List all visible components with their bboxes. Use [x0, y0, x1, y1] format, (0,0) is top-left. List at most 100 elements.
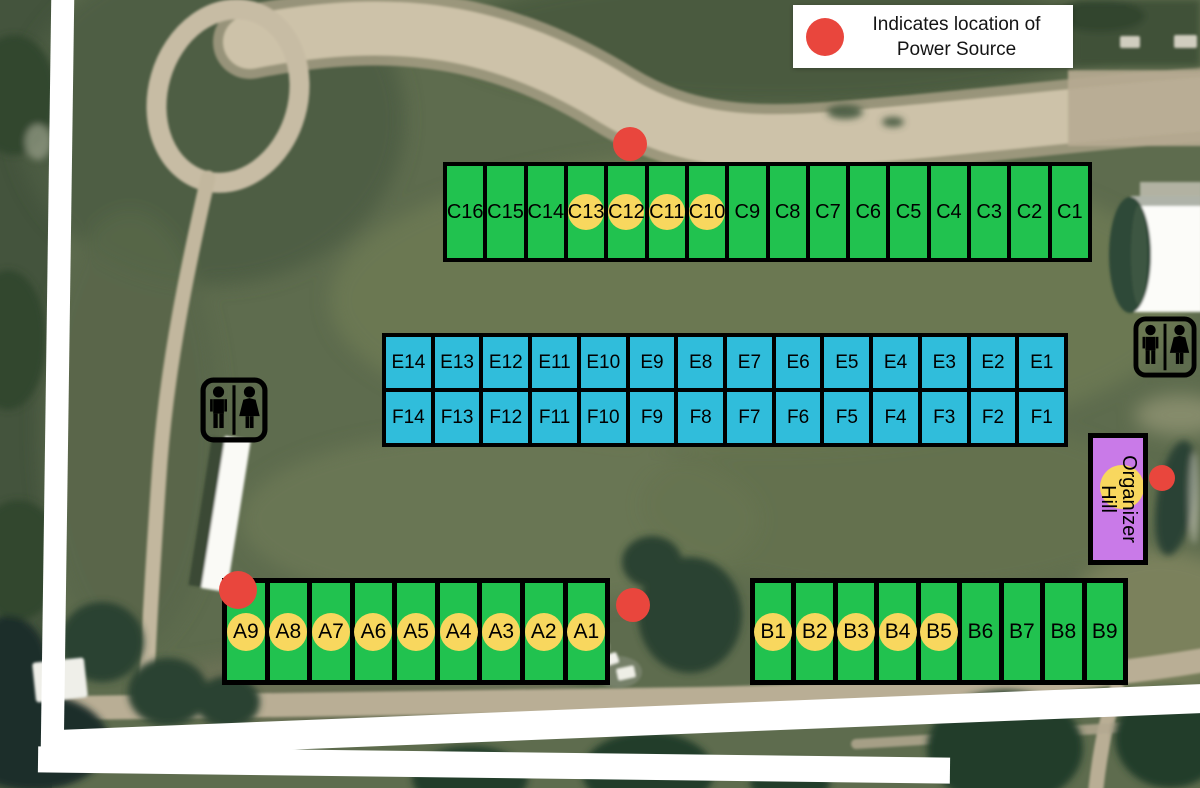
stall-label: B9 — [1091, 619, 1118, 643]
stall-label: B5 — [926, 619, 952, 643]
stall-label: C15 — [487, 200, 524, 223]
power-source-marker — [1149, 465, 1175, 491]
stall-label: F3 — [933, 406, 956, 428]
stall-row-b: B1 B2 B3 B4 B5 B6 B7 B8 B9 — [750, 578, 1128, 685]
stall-a1: A1 — [567, 583, 606, 680]
stall-label: F1 — [1030, 406, 1053, 428]
power-legend-text: Indicates location of Power Source — [844, 12, 1073, 62]
stall-e10: E10 — [580, 337, 630, 388]
stall-label: C2 — [1016, 200, 1043, 223]
stall-label: F11 — [538, 406, 571, 428]
stall-label: E11 — [538, 351, 571, 373]
stall-a4: A4 — [439, 583, 483, 680]
stall-f3: F3 — [921, 392, 971, 443]
stall-label: C6 — [855, 200, 882, 223]
stall-e8: E8 — [678, 337, 728, 388]
stall-label: E6 — [786, 351, 810, 373]
stall-c13: C13 — [567, 166, 609, 258]
stall-f4: F4 — [873, 392, 922, 443]
stall-c11: C11 — [648, 166, 689, 258]
stall-f7: F7 — [727, 392, 776, 443]
stall-c10: C10 — [688, 166, 730, 258]
stall-c2: C2 — [1011, 166, 1052, 258]
stall-strip-row: C16 C15 C14 C13 C12 C11 C10 C9 C8 C7 C6 C5 C4 C3 C2 C1 — [447, 166, 1088, 258]
stall-a8: A8 — [269, 583, 313, 680]
stall-label: A5 — [403, 619, 429, 643]
stall-e6: E6 — [775, 337, 825, 388]
stall-highlight-dot — [354, 612, 393, 651]
stall-b5: B5 — [919, 583, 963, 680]
power-legend: Indicates location of Power Source — [793, 5, 1073, 68]
stall-label: C11 — [649, 200, 685, 223]
stall-strip-row: F14 F13 F12 F11 F10 F9 F8 F7 F6 F5 F4 F3 F2 F1 — [386, 392, 1065, 443]
stall-e4: E4 — [873, 337, 922, 388]
stall-e11: E11 — [532, 337, 581, 388]
stall-b7: B7 — [1003, 583, 1046, 680]
stall-c8: C8 — [769, 166, 810, 258]
stall-label: E2 — [981, 351, 1005, 373]
stall-f1: F1 — [1019, 392, 1065, 443]
stall-label: E10 — [586, 351, 621, 373]
stall-label: E9 — [640, 351, 664, 373]
stall-f2: F2 — [970, 392, 1020, 443]
stall-e5: E5 — [824, 337, 874, 388]
stall-row-a: A9 A8 A7 A6 A5 A4 A3 A2 A1 — [222, 578, 610, 685]
stall-label: A6 — [360, 619, 387, 643]
power-source-marker — [616, 588, 650, 622]
stall-c14: C14 — [527, 166, 568, 258]
stall-highlight-dot — [795, 612, 834, 651]
stall-label: E4 — [883, 351, 908, 373]
stall-label: B3 — [843, 619, 869, 643]
stall-c15: C15 — [487, 166, 528, 258]
stall-f14: F14 — [386, 392, 435, 443]
stall-a7: A7 — [311, 583, 355, 680]
stall-label: C7 — [815, 200, 841, 223]
power-legend-line1: Indicates location of — [872, 13, 1041, 35]
power-source-marker — [613, 127, 647, 161]
stall-strip-row: B1 B2 B3 B4 B5 B6 B7 B8 B9 — [754, 583, 1123, 680]
stall-highlight-dot — [311, 612, 350, 651]
stall-label: B6 — [967, 619, 994, 643]
stall-f13: F13 — [434, 392, 484, 443]
restroom-icon — [1133, 316, 1197, 378]
stall-highlight-dot — [269, 612, 308, 651]
stall-label: C12 — [608, 200, 645, 223]
power-source-legend-icon — [806, 17, 844, 56]
stall-label: F2 — [981, 406, 1005, 428]
stall-f9: F9 — [629, 392, 679, 443]
stall-highlight-dot — [397, 612, 436, 651]
stall-f8: F8 — [678, 392, 728, 443]
organizer-hill-label: Organizer Hill — [1097, 455, 1140, 543]
stall-e7: E7 — [727, 337, 776, 388]
stall-label: C13 — [567, 200, 605, 223]
stall-highlight-dot — [648, 194, 685, 230]
stall-a9: A9 — [226, 583, 270, 680]
stall-a5: A5 — [397, 583, 440, 680]
stall-c4: C4 — [930, 166, 972, 258]
stall-label: F8 — [689, 406, 712, 428]
stall-b2: B2 — [795, 583, 838, 680]
stall-row-ef: E14 E13 E12 E11 E10 E9 E8 E7 E6 E5 E4 E3 E2 E1 F14 F13 F… — [382, 333, 1068, 447]
stall-label: C16 — [446, 200, 484, 223]
stall-highlight-dot — [919, 612, 958, 651]
stall-label: C1 — [1057, 200, 1083, 223]
stall-label: A2 — [530, 619, 557, 643]
stall-label: C9 — [734, 200, 761, 223]
stall-label: C10 — [688, 200, 726, 223]
stall-c5: C5 — [890, 166, 931, 258]
stall-label: B2 — [801, 619, 828, 643]
stall-label: C4 — [936, 200, 962, 223]
stall-row-c: C16 C15 C14 C13 C12 C11 C10 C9 C8 C7 C6 C5 C4 C3 C2 C1 — [443, 162, 1092, 262]
stall-label: A7 — [318, 619, 344, 643]
stall-f5: F5 — [824, 392, 874, 443]
stall-e2: E2 — [970, 337, 1020, 388]
restroom-icon — [200, 377, 268, 443]
stall-a2: A2 — [524, 583, 568, 680]
stall-label: C14 — [527, 200, 565, 223]
stall-strip-row: A9 A8 A7 A6 A5 A4 A3 A2 A1 — [226, 583, 606, 680]
stall-c3: C3 — [971, 166, 1012, 258]
stall-b1: B1 — [754, 583, 797, 680]
stall-c1: C1 — [1051, 166, 1088, 258]
stall-e13: E13 — [434, 337, 484, 388]
stall-c9: C9 — [729, 166, 770, 258]
